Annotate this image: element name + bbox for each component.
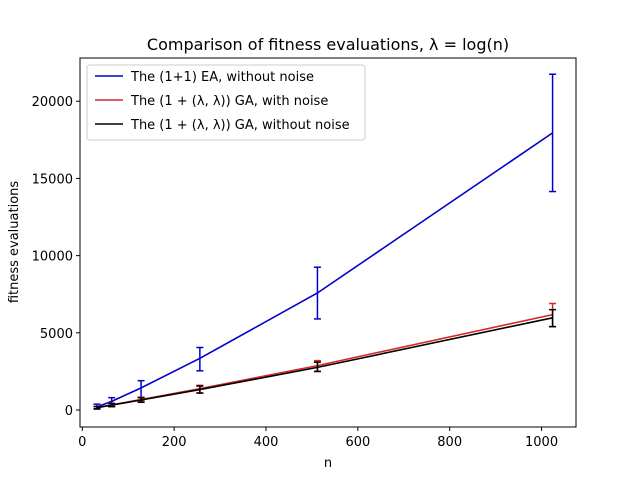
legend-label: The (1+1) EA, without noise [130,70,314,85]
y-tick-label: 20000 [32,95,73,110]
series-line-3 [96,317,553,409]
legend-label: The (1 + (λ, λ)) GA, without noise [130,118,350,133]
x-tick-label: 200 [162,435,187,450]
series-line-2 [96,313,553,409]
x-tick-label: 600 [345,435,370,450]
error-bar [313,266,321,320]
error-bar [108,402,116,408]
y-tick-label: 0 [65,404,73,419]
legend-box [86,64,366,141]
plot-area [93,73,557,410]
error-bar [93,405,101,410]
error-bar [549,308,557,328]
legend-label: The (1 + (λ, λ)) GA, with noise [130,94,328,109]
y-axis-label: fitness evaluations [7,181,22,304]
y-tick-label: 10000 [32,250,73,265]
error-bar [137,396,145,404]
error-bar [549,73,557,193]
error-bar [196,385,204,394]
x-tick-label: 0 [78,435,86,450]
y-tick-label: 5000 [40,327,73,342]
series-line-1 [96,132,554,408]
error-bar [196,346,204,372]
x-axis-label: n [324,456,332,471]
plot-frame [79,57,577,428]
error-bar [313,361,321,373]
x-tick-label: 400 [254,435,279,450]
chart-title: Comparison of fitness evaluations, λ = l… [147,35,509,54]
x-tick-label: 1000 [525,435,558,450]
legend: The (1+1) EA, without noise The (1 + (λ, … [86,64,366,141]
y-tick-label: 15000 [32,172,73,187]
x-tick-label: 800 [437,435,462,450]
